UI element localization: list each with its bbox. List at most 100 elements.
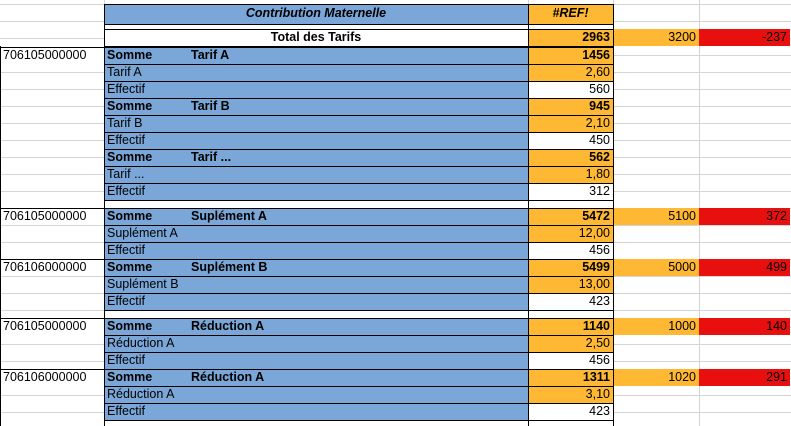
effectif-value-cell[interactable]: 456	[528, 242, 613, 259]
group-total-cell[interactable]: 1311	[528, 369, 613, 386]
group-name: Suplément A	[191, 209, 267, 223]
somme-label-cell[interactable]: Somme Tarif B	[104, 98, 528, 115]
price-label-cell[interactable]: Suplément A	[104, 225, 528, 242]
cell-border	[104, 29, 613, 30]
somme-label: Somme	[107, 150, 153, 164]
cell-border	[104, 225, 613, 226]
cell-border	[528, 4, 529, 426]
group-budget-cell[interactable]: 1000	[613, 318, 699, 335]
cell-border	[0, 46, 1, 426]
group-total-cell[interactable]: 5499	[528, 259, 613, 276]
cell-border	[104, 183, 613, 184]
group-total-cell[interactable]: 562	[528, 149, 613, 166]
cell-border	[104, 369, 613, 370]
cell-border	[0, 318, 104, 319]
price-label-cell[interactable]: Tarif ...	[104, 166, 528, 183]
ref-error-cell[interactable]: #REF!	[528, 4, 613, 24]
group-ecart-cell[interactable]: 372	[699, 208, 790, 225]
cell-border	[104, 132, 613, 133]
cell-border	[104, 4, 613, 5]
price-value-cell[interactable]: 12,00	[528, 225, 613, 242]
cell-border	[104, 259, 613, 260]
effectif-label-cell[interactable]: Effectif	[104, 293, 528, 310]
effectif-label-cell[interactable]: Effectif	[104, 132, 528, 149]
price-value-cell[interactable]: 13,00	[528, 276, 613, 293]
somme-label: Somme	[107, 48, 153, 62]
cell-border	[104, 149, 613, 150]
account-code-cell[interactable]: 706105000000	[0, 208, 104, 225]
price-value-cell[interactable]: 2,10	[528, 115, 613, 132]
price-label-cell[interactable]: Réduction A	[104, 386, 528, 403]
price-label-cell[interactable]: Réduction A	[104, 335, 528, 352]
group-name: Tarif ...	[191, 150, 232, 164]
total-value-cell[interactable]: 2963	[528, 29, 613, 46]
total-ecart-cell[interactable]: -237	[699, 29, 790, 46]
group-budget-cell[interactable]: 5000	[613, 259, 699, 276]
somme-label-cell[interactable]: Somme Suplément B	[104, 259, 528, 276]
cell-border	[104, 293, 613, 294]
somme-label-cell[interactable]: Somme Suplément A	[104, 208, 528, 225]
account-code-cell[interactable]: 706105000000	[0, 47, 104, 64]
price-label-cell[interactable]: Suplément B	[104, 276, 528, 293]
group-ecart-cell[interactable]: 499	[699, 259, 790, 276]
group-budget-cell[interactable]: 1020	[613, 369, 699, 386]
group-ecart-cell[interactable]: 291	[699, 369, 790, 386]
price-value-cell[interactable]: 2,50	[528, 335, 613, 352]
cell-border	[0, 259, 104, 260]
cell-border	[104, 81, 613, 82]
group-total-cell[interactable]: 5472	[528, 208, 613, 225]
cell-border	[0, 208, 104, 209]
somme-label: Somme	[107, 209, 153, 223]
effectif-label-cell[interactable]: Effectif	[104, 81, 528, 98]
effectif-value-cell[interactable]: 456	[528, 352, 613, 369]
price-label-cell[interactable]: Tarif B	[104, 115, 528, 132]
account-code-cell[interactable]: 706106000000	[0, 369, 104, 386]
account-code-cell[interactable]: 706105000000	[0, 318, 104, 335]
group-name: Tarif A	[191, 48, 230, 62]
cell-border	[104, 208, 613, 209]
somme-label: Somme	[107, 99, 153, 113]
cell-border	[104, 24, 613, 25]
header-title-cell[interactable]: Contribution Maternelle	[104, 4, 528, 24]
group-total-cell[interactable]: 1140	[528, 318, 613, 335]
group-ecart-cell[interactable]: 140	[699, 318, 790, 335]
cell-border	[104, 386, 613, 387]
cell-border	[104, 64, 613, 65]
somme-label-cell[interactable]: Somme Réduction A	[104, 369, 528, 386]
group-total-cell[interactable]: 945	[528, 98, 613, 115]
price-value-cell[interactable]: 1,80	[528, 166, 613, 183]
cell-border	[104, 166, 613, 167]
group-budget-cell[interactable]: 5100	[613, 208, 699, 225]
effectif-value-cell[interactable]: 423	[528, 293, 613, 310]
somme-label-cell[interactable]: Somme Réduction A	[104, 318, 528, 335]
somme-label-cell[interactable]: Somme Tarif ...	[104, 149, 528, 166]
price-value-cell[interactable]: 3,10	[528, 386, 613, 403]
total-label-cell[interactable]: Total des Tarifs	[104, 29, 528, 46]
price-value-cell[interactable]: 2,60	[528, 64, 613, 81]
cell-border	[0, 47, 104, 48]
cell-border	[104, 403, 613, 404]
effectif-label-cell[interactable]: Effectif	[104, 242, 528, 259]
cell-border	[104, 98, 613, 99]
somme-label: Somme	[107, 260, 153, 274]
total-budget-cell[interactable]: 3200	[613, 29, 699, 46]
effectif-value-cell[interactable]: 450	[528, 132, 613, 149]
price-label-cell[interactable]: Tarif A	[104, 64, 528, 81]
cell-border	[0, 369, 104, 370]
group-name: Réduction A	[191, 370, 265, 384]
effectif-value-cell[interactable]: 560	[528, 81, 613, 98]
somme-label-cell[interactable]: Somme Tarif A	[104, 47, 528, 64]
effectif-value-cell[interactable]: 312	[528, 183, 613, 200]
group-total-cell[interactable]: 1456	[528, 47, 613, 64]
effectif-value-cell[interactable]: 423	[528, 403, 613, 420]
cell-border	[613, 4, 614, 426]
effectif-label-cell[interactable]: Effectif	[104, 403, 528, 420]
cell-border	[104, 47, 613, 48]
effectif-label-cell[interactable]: Effectif	[104, 183, 528, 200]
cell-border	[104, 310, 613, 311]
cell-border	[104, 200, 613, 201]
account-code-cell[interactable]: 706106000000	[0, 259, 104, 276]
effectif-label-cell[interactable]: Effectif	[104, 352, 528, 369]
cell-border	[104, 352, 613, 353]
